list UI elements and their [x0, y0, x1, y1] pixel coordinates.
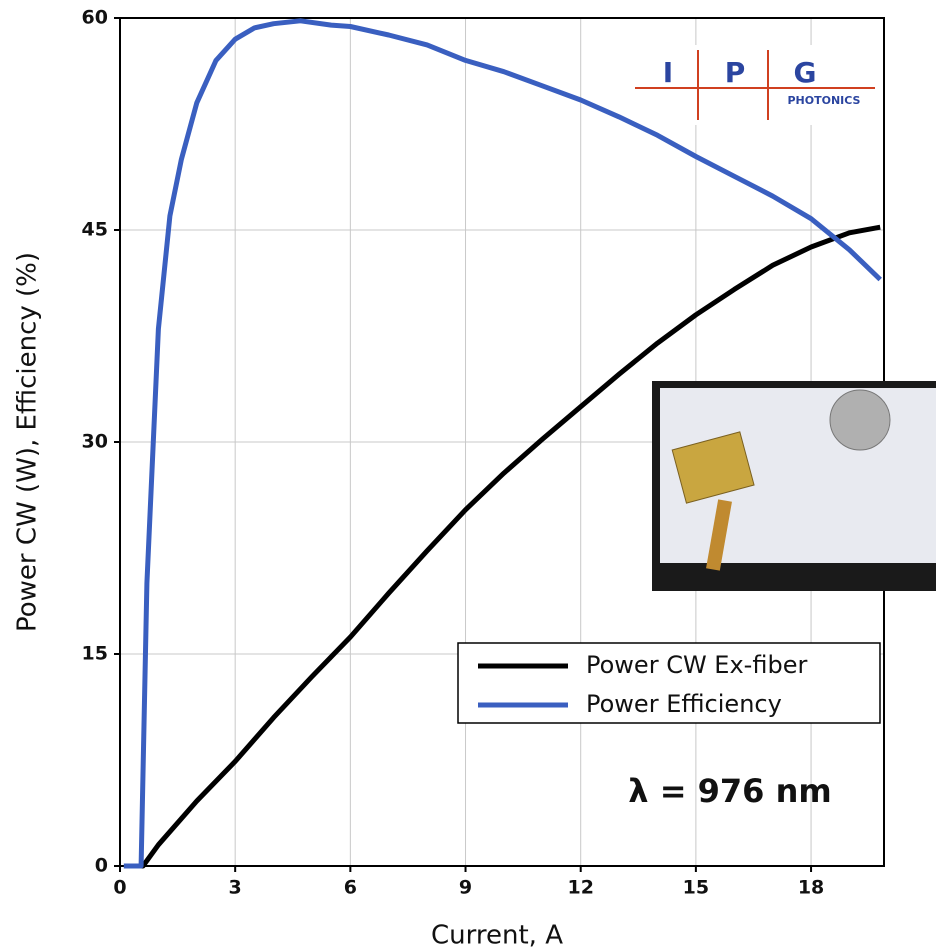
- y-tick-label: 0: [95, 855, 108, 877]
- photo-coin: [829, 389, 891, 451]
- legend-box: [457, 642, 881, 724]
- photo-fiber: [706, 499, 732, 571]
- logo-letter: I: [663, 56, 673, 89]
- x-tick-label: 15: [683, 877, 709, 899]
- logo-bg: [630, 45, 880, 125]
- legend-label: Power CW Ex-fiber: [586, 651, 807, 679]
- x-tick-label: 0: [113, 877, 126, 899]
- x-tick-label: 18: [798, 877, 824, 899]
- y-tick-label: 45: [82, 219, 108, 241]
- x-tick-label: 6: [344, 877, 357, 899]
- x-tick-label: 9: [459, 877, 472, 899]
- x-tick-label: 3: [229, 877, 242, 899]
- y-tick-label: 30: [82, 431, 108, 453]
- logo-letter: G: [794, 56, 817, 89]
- logo-letter: P: [725, 56, 746, 89]
- logo: I P G PHOTONICS: [630, 45, 880, 125]
- annotation: λ = 976 nm: [628, 772, 831, 810]
- photo-inset: [652, 381, 936, 591]
- y-axis-label: Power CW (W), Efficiency (%): [13, 252, 43, 632]
- legend: Power CW Ex-fiber Power Efficiency: [457, 642, 881, 724]
- logo-subtitle: PHOTONICS: [788, 94, 861, 107]
- line-series: [127, 224, 881, 869]
- line-series: [123, 18, 882, 869]
- photo-module: [671, 431, 755, 504]
- x-axis-label: Current, A: [431, 921, 563, 951]
- y-tick-label: 15: [82, 643, 108, 665]
- y-tick-label: 60: [82, 7, 108, 29]
- x-tick-label: 12: [567, 877, 593, 899]
- legend-label: Power Efficiency: [586, 690, 782, 718]
